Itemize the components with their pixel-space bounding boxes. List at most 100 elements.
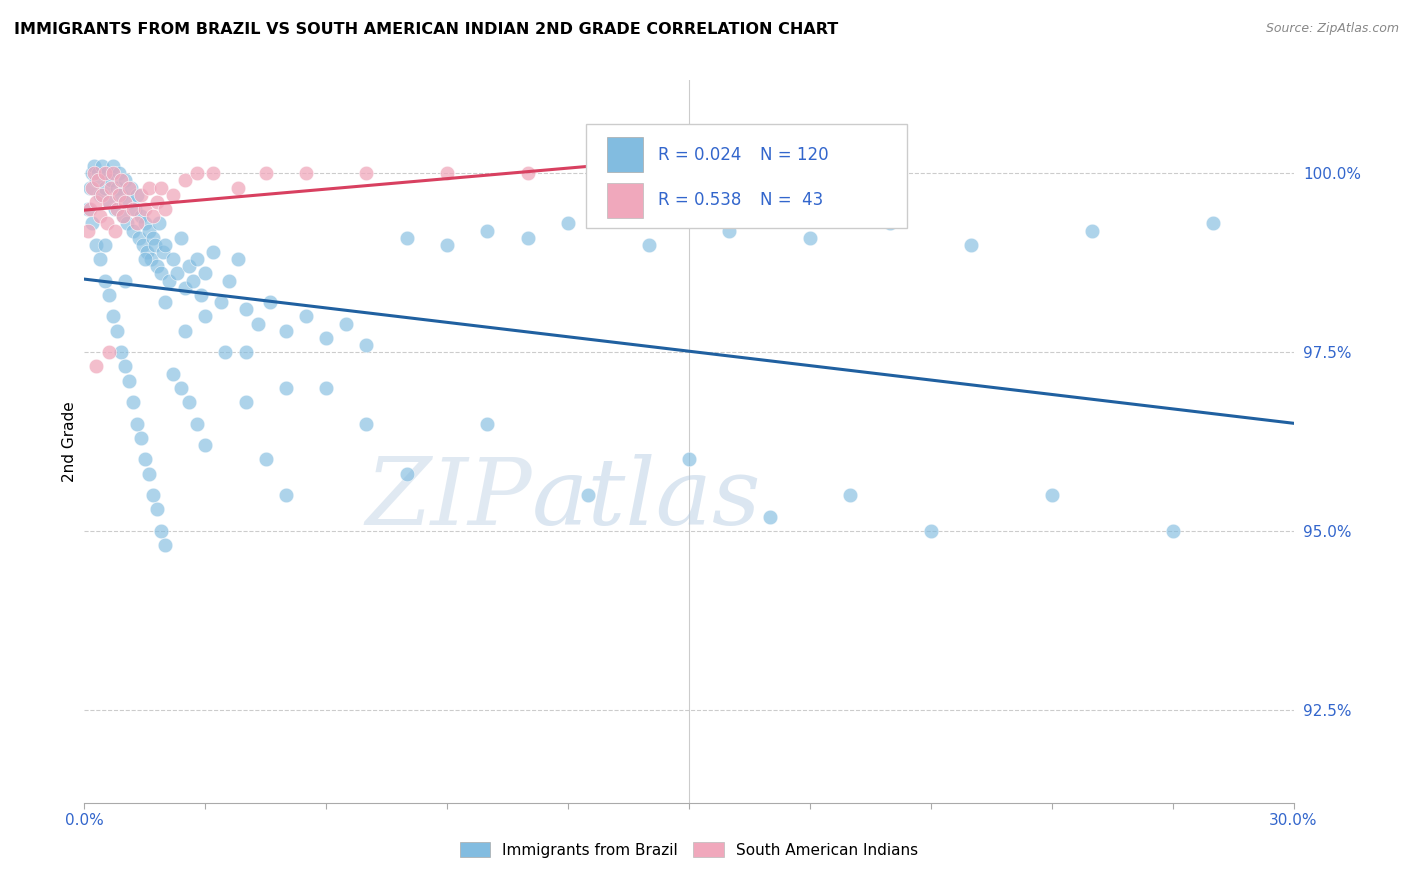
Point bbox=[82, 216, 104, 230]
Point bbox=[135, 244, 157, 259]
Point bbox=[235, 395, 257, 409]
Point bbox=[79, 202, 101, 216]
Point bbox=[142, 488, 165, 502]
Point bbox=[110, 345, 132, 359]
Point bbox=[83, 166, 105, 180]
Point bbox=[1202, 216, 1225, 230]
Point bbox=[186, 166, 208, 180]
Point bbox=[125, 417, 148, 431]
Point bbox=[395, 230, 418, 244]
Point bbox=[101, 159, 124, 173]
Point bbox=[148, 216, 170, 230]
Point bbox=[274, 324, 297, 338]
FancyBboxPatch shape bbox=[607, 137, 643, 172]
Point bbox=[121, 395, 143, 409]
Point bbox=[637, 166, 659, 180]
Point bbox=[179, 395, 201, 409]
Text: Source: ZipAtlas.com: Source: ZipAtlas.com bbox=[1265, 22, 1399, 36]
Point bbox=[152, 244, 174, 259]
Point bbox=[101, 310, 124, 324]
Point bbox=[124, 202, 146, 216]
Point bbox=[96, 216, 118, 230]
Point bbox=[105, 202, 128, 216]
Point bbox=[799, 230, 821, 244]
Point bbox=[104, 202, 127, 216]
Point bbox=[118, 194, 141, 209]
Point bbox=[110, 173, 132, 187]
Point bbox=[436, 166, 458, 180]
Point bbox=[170, 230, 193, 244]
Point bbox=[114, 173, 136, 187]
Text: R = 0.024: R = 0.024 bbox=[658, 145, 741, 163]
Point bbox=[110, 187, 132, 202]
Point bbox=[97, 345, 120, 359]
Point bbox=[960, 237, 983, 252]
Point bbox=[254, 166, 277, 180]
Point bbox=[118, 374, 141, 388]
Point bbox=[120, 180, 142, 194]
Point bbox=[477, 417, 499, 431]
Point bbox=[157, 274, 180, 288]
Point bbox=[142, 230, 165, 244]
Point bbox=[295, 310, 318, 324]
Point bbox=[356, 417, 378, 431]
Point bbox=[115, 216, 138, 230]
Point bbox=[214, 345, 236, 359]
Point bbox=[121, 223, 143, 237]
Point bbox=[87, 173, 110, 187]
FancyBboxPatch shape bbox=[586, 124, 907, 228]
Point bbox=[181, 274, 204, 288]
Point bbox=[162, 252, 184, 266]
Point bbox=[335, 317, 357, 331]
Point bbox=[259, 295, 281, 310]
Point bbox=[132, 237, 155, 252]
Point bbox=[89, 187, 111, 202]
Point bbox=[91, 159, 114, 173]
Point bbox=[436, 237, 458, 252]
Point bbox=[93, 237, 115, 252]
Point bbox=[209, 295, 232, 310]
Point bbox=[138, 467, 160, 481]
Point bbox=[114, 194, 136, 209]
Point bbox=[226, 180, 249, 194]
Text: R = 0.538: R = 0.538 bbox=[658, 192, 741, 210]
Point bbox=[86, 194, 108, 209]
Point bbox=[134, 452, 156, 467]
Point bbox=[139, 252, 162, 266]
Point bbox=[194, 310, 217, 324]
Point bbox=[114, 359, 136, 374]
Point bbox=[146, 260, 169, 274]
Point bbox=[194, 438, 217, 452]
Point bbox=[637, 237, 659, 252]
Text: ZIP: ZIP bbox=[366, 454, 531, 544]
Point bbox=[86, 359, 108, 374]
Point bbox=[104, 223, 127, 237]
Point bbox=[86, 173, 108, 187]
Point bbox=[179, 260, 201, 274]
Text: N = 120: N = 120 bbox=[761, 145, 830, 163]
Point bbox=[557, 216, 579, 230]
Point bbox=[111, 209, 134, 223]
Point bbox=[254, 452, 277, 467]
Point bbox=[758, 166, 780, 180]
Point bbox=[97, 194, 120, 209]
Point bbox=[186, 252, 208, 266]
Y-axis label: 2nd Grade: 2nd Grade bbox=[62, 401, 77, 482]
Point bbox=[1161, 524, 1184, 538]
Point bbox=[718, 223, 741, 237]
Point bbox=[190, 288, 212, 302]
Point bbox=[274, 381, 297, 395]
Point bbox=[125, 187, 148, 202]
Point bbox=[143, 237, 166, 252]
Point bbox=[93, 166, 115, 180]
Point bbox=[1081, 223, 1104, 237]
Point bbox=[194, 267, 217, 281]
Point bbox=[235, 302, 257, 317]
Point bbox=[82, 166, 104, 180]
Point bbox=[89, 209, 111, 223]
Point bbox=[226, 252, 249, 266]
Point bbox=[138, 223, 160, 237]
Point bbox=[477, 223, 499, 237]
Point bbox=[153, 237, 176, 252]
Point bbox=[162, 187, 184, 202]
